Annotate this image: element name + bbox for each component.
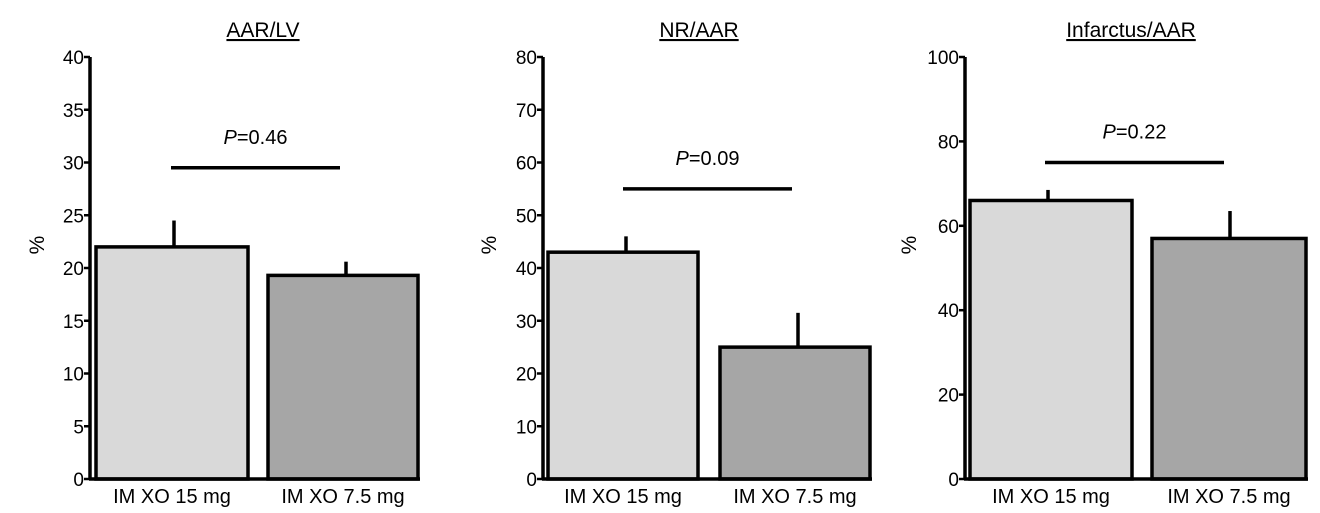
bar-2 — [1150, 236, 1308, 481]
y-tick-label: 0 — [948, 470, 959, 491]
p-value-label: P=0.46 — [224, 127, 288, 149]
y-tick-label: 0 — [526, 470, 537, 491]
y-tick-label: 40 — [516, 259, 537, 280]
y-tick-label: 25 — [63, 206, 84, 227]
chart-panel-1: AAR/LV 0 5 10 15 20 25 30 35 40% IM XO 15 mg IM XO … — [26, 19, 420, 508]
p-value: =0.09 — [689, 148, 740, 170]
bar-1 — [546, 250, 700, 481]
y-tick-label: 0 — [73, 470, 84, 491]
x-category-label: IM XO 15 mg — [564, 486, 682, 508]
x-category-label: IM XO 15 mg — [113, 486, 231, 508]
p-value-label: P=0.22 — [1103, 122, 1167, 144]
bar-1 — [94, 245, 250, 481]
bar-2 — [718, 345, 872, 481]
y-tick-label: 100 — [927, 48, 959, 69]
y-tick-label: 15 — [63, 312, 84, 333]
y-tick-label: 60 — [516, 154, 537, 175]
p-symbol: P — [224, 127, 238, 149]
chart-title: AAR/LV — [226, 19, 299, 42]
y-tick-label: 40 — [938, 301, 959, 322]
y-tick-label: 10 — [63, 365, 84, 386]
y-tick-label: 5 — [73, 417, 84, 438]
y-tick-label: 40 — [63, 48, 84, 69]
x-category-label: IM XO 7.5 mg — [733, 486, 856, 508]
y-tick-label: 10 — [516, 417, 537, 438]
y-axis-label: % — [26, 236, 49, 255]
p-value: =0.22 — [1116, 122, 1167, 144]
p-symbol: P — [676, 148, 690, 170]
y-tick-label: 35 — [63, 101, 84, 122]
y-tick-label: 70 — [516, 101, 537, 122]
y-tick-label: 30 — [63, 154, 84, 175]
y-tick-label: 20 — [938, 386, 959, 407]
p-value: =0.46 — [237, 127, 288, 149]
y-tick-label: 20 — [516, 365, 537, 386]
y-axis-label: % — [898, 236, 921, 255]
chart-title: NR/AAR — [659, 19, 738, 42]
y-tick-label: 80 — [516, 48, 537, 69]
x-category-label: IM XO 7.5 mg — [281, 486, 404, 508]
bar-2 — [266, 273, 420, 481]
p-symbol: P — [1103, 122, 1117, 144]
p-value-label: P=0.09 — [676, 148, 740, 170]
y-axis-label: % — [478, 236, 501, 255]
y-tick-label: 20 — [63, 259, 84, 280]
chart-panel-2: NR/AAR 0 10 20 30 40 50 60 70 80% IM XO 15 mg IM XO… — [478, 19, 872, 508]
bar-1 — [968, 198, 1134, 481]
y-tick-label: 60 — [938, 217, 959, 238]
y-tick-label: 80 — [938, 132, 959, 153]
chart-panel-3: Infarctus/AAR 0 20 40 60 80 100% IM XO 15 mg IM … — [898, 19, 1308, 508]
y-tick-label: 30 — [516, 312, 537, 333]
y-tick-label: 50 — [516, 206, 537, 227]
chart-title: Infarctus/AAR — [1066, 19, 1196, 42]
x-category-label: IM XO 7.5 mg — [1167, 486, 1290, 508]
x-category-label: IM XO 15 mg — [992, 486, 1110, 508]
